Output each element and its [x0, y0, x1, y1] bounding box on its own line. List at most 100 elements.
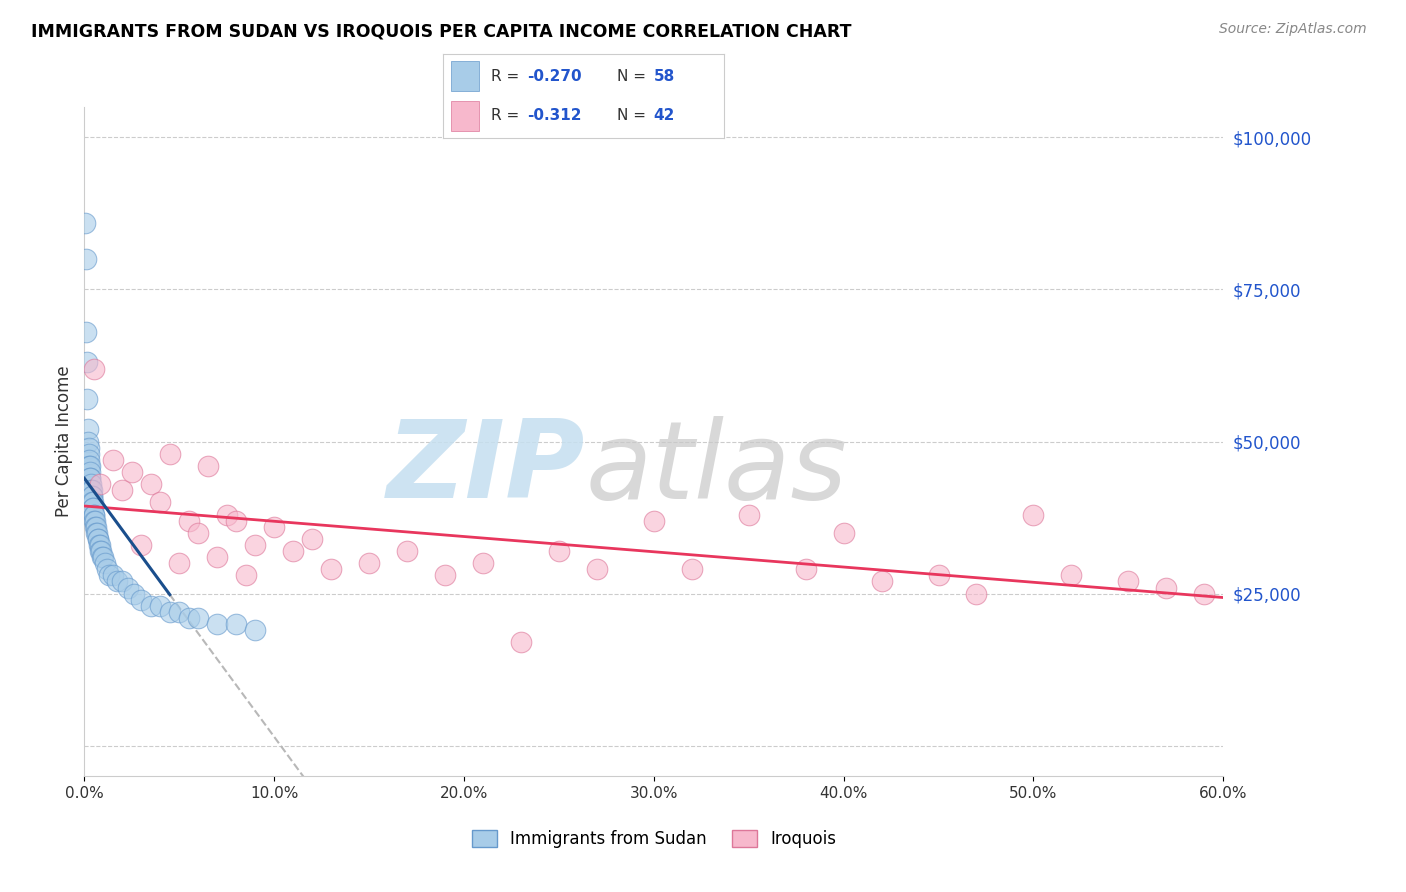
Point	[93, 550, 115, 565]
Text: IMMIGRANTS FROM SUDAN VS IROQUOIS PER CAPITA INCOME CORRELATION CHART: IMMIGRANTS FROM SUDAN VS IROQUOIS PER CA…	[31, 22, 852, 40]
Point	[321, 562, 343, 576]
Point	[121, 465, 143, 479]
Point	[105, 574, 128, 589]
Point	[75, 216, 97, 230]
Point	[510, 635, 533, 649]
Text: atlas: atlas	[585, 416, 848, 521]
Text: N =: N =	[617, 69, 651, 84]
Point	[548, 544, 571, 558]
Point	[89, 544, 111, 558]
Point	[169, 605, 191, 619]
Point	[80, 489, 103, 503]
Point	[177, 514, 200, 528]
Point	[177, 611, 200, 625]
Point	[83, 361, 105, 376]
Point	[301, 532, 323, 546]
Text: 58: 58	[654, 69, 675, 84]
Point	[245, 538, 267, 552]
Point	[832, 525, 855, 540]
Point	[111, 574, 134, 589]
Point	[79, 471, 101, 485]
Point	[82, 501, 104, 516]
Point	[82, 501, 104, 516]
Point	[77, 452, 100, 467]
Point	[187, 525, 209, 540]
Point	[94, 556, 117, 570]
Point	[79, 458, 101, 473]
Point	[1022, 508, 1045, 522]
Text: -0.312: -0.312	[527, 108, 582, 123]
Text: R =: R =	[491, 108, 529, 123]
Text: R =: R =	[491, 69, 524, 84]
Point	[738, 508, 761, 522]
Point	[98, 568, 121, 582]
Point	[928, 568, 950, 582]
Point	[187, 611, 209, 625]
Point	[225, 514, 247, 528]
Text: Source: ZipAtlas.com: Source: ZipAtlas.com	[1219, 22, 1367, 37]
Point	[76, 392, 98, 406]
Point	[77, 441, 100, 455]
Text: -0.270: -0.270	[527, 69, 582, 84]
Point	[75, 252, 97, 266]
Point	[84, 519, 107, 533]
Point	[1060, 568, 1083, 582]
Point	[472, 556, 495, 570]
Point	[681, 562, 703, 576]
Point	[643, 514, 665, 528]
Point	[1118, 574, 1140, 589]
Point	[77, 447, 100, 461]
Point	[83, 508, 105, 522]
Point	[80, 483, 103, 498]
Point	[159, 447, 181, 461]
Point	[207, 617, 229, 632]
Point	[82, 495, 104, 509]
Point	[117, 581, 139, 595]
Point	[870, 574, 893, 589]
Point	[83, 508, 105, 522]
Point	[149, 599, 172, 613]
Point	[794, 562, 817, 576]
Point	[87, 532, 110, 546]
Point	[1156, 581, 1178, 595]
Point	[87, 538, 110, 552]
Point	[75, 325, 97, 339]
Point	[77, 434, 100, 449]
Text: 42: 42	[654, 108, 675, 123]
Point	[91, 550, 114, 565]
Point	[82, 495, 104, 509]
Y-axis label: Per Capita Income: Per Capita Income	[55, 366, 73, 517]
Point	[86, 532, 108, 546]
Point	[80, 483, 103, 498]
Point	[215, 508, 238, 522]
Point	[207, 550, 229, 565]
Point	[89, 477, 111, 491]
Point	[263, 519, 285, 533]
Point	[283, 544, 305, 558]
Point	[96, 562, 118, 576]
Point	[225, 617, 247, 632]
Point	[79, 465, 101, 479]
Point	[77, 458, 100, 473]
Point	[169, 556, 191, 570]
Point	[80, 477, 103, 491]
Text: ZIP: ZIP	[387, 416, 585, 521]
Legend: Immigrants from Sudan, Iroquois: Immigrants from Sudan, Iroquois	[465, 823, 842, 855]
Point	[129, 592, 153, 607]
Point	[79, 471, 101, 485]
Point	[1194, 586, 1216, 600]
Point	[159, 605, 181, 619]
Point	[76, 422, 98, 436]
FancyBboxPatch shape	[451, 101, 479, 130]
Point	[83, 514, 105, 528]
Point	[396, 544, 419, 558]
Point	[76, 355, 98, 369]
Point	[966, 586, 988, 600]
Point	[90, 544, 112, 558]
Point	[139, 599, 162, 613]
Point	[359, 556, 381, 570]
Text: N =: N =	[617, 108, 651, 123]
Point	[235, 568, 257, 582]
Point	[86, 525, 108, 540]
Point	[101, 452, 124, 467]
